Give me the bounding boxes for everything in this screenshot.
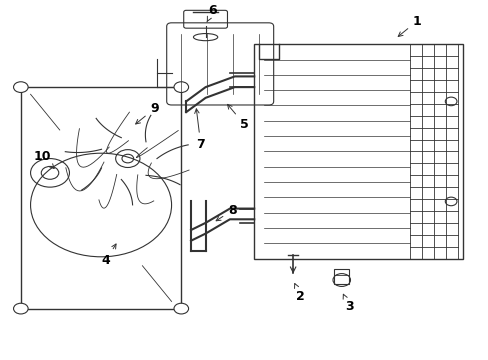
Text: 7: 7 [194,109,204,151]
Text: 3: 3 [343,294,353,313]
Bar [254,44,462,258]
Circle shape [14,82,28,93]
Text: 1: 1 [397,14,421,36]
Text: 10: 10 [34,150,54,168]
Circle shape [174,82,188,93]
Bar [334,269,348,284]
Circle shape [174,303,188,314]
Text: 5: 5 [227,104,248,131]
Circle shape [14,303,28,314]
Circle shape [116,150,140,167]
Text: 4: 4 [102,244,116,267]
Text: 6: 6 [206,4,217,22]
Text: 2: 2 [294,284,304,303]
Text: 8: 8 [216,204,236,221]
Bar [21,87,181,309]
Text: 9: 9 [135,102,159,124]
